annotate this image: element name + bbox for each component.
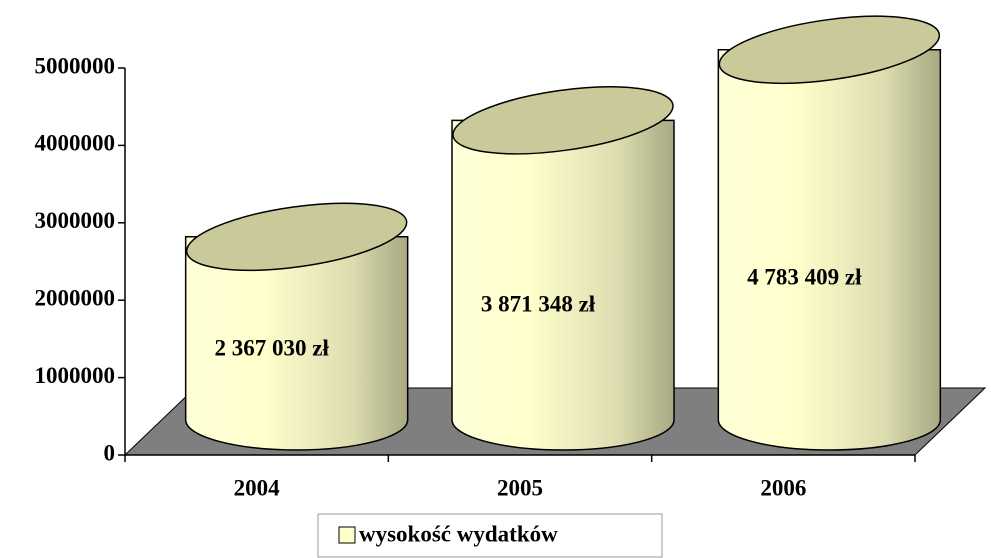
cylinder-top: [718, 15, 941, 84]
legend-swatch: [338, 526, 356, 544]
cylinder-top: [185, 202, 408, 272]
x-tick-label: 2004: [234, 475, 281, 500]
y-tick-label: 2000000: [35, 285, 116, 310]
y-tick-label: 4000000: [35, 131, 116, 156]
cylinder: [184, 202, 409, 451]
cylinder: [717, 15, 942, 451]
y-tick-label: 1000000: [35, 363, 116, 388]
cylinder: [451, 86, 675, 451]
data-label: 4 783 409 zł: [747, 265, 862, 290]
y-tick-label: 0: [104, 440, 116, 465]
y-tick-label: 3000000: [35, 208, 116, 233]
cylinder-body: [184, 236, 409, 451]
y-tick-label: 5000000: [35, 53, 116, 78]
cylinder-body: [717, 49, 942, 451]
cylinder-body: [451, 119, 675, 451]
x-tick-label: 2005: [497, 475, 543, 500]
legend: [317, 513, 663, 558]
x-tick-label: 2006: [760, 475, 806, 500]
cylinder-top: [452, 86, 674, 155]
legend-label: wysokość wydatków: [359, 521, 558, 546]
data-label: 2 367 030 zł: [214, 336, 329, 361]
data-label: 3 871 348 zł: [481, 291, 596, 316]
